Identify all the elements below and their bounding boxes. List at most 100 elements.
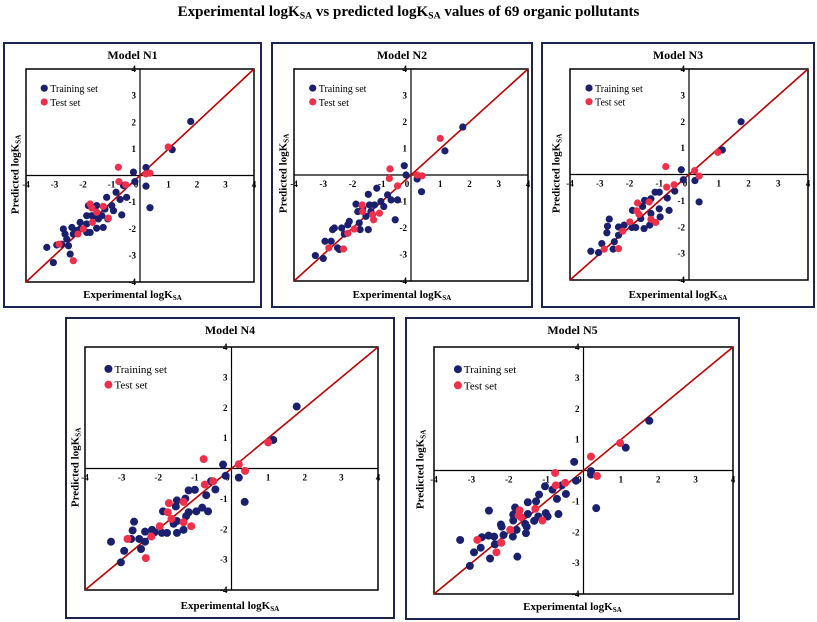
test-point [146, 169, 154, 177]
test-point [561, 478, 570, 487]
y-tick-label: 3 [223, 372, 228, 382]
x-axis-label: Experimental logKSA [5, 289, 260, 302]
training-point [665, 206, 673, 214]
x-tick-label: -1 [108, 180, 116, 190]
training-point [344, 221, 352, 229]
training-point [594, 248, 603, 257]
training-point [219, 460, 228, 469]
training-point [192, 507, 201, 516]
training-point [646, 221, 654, 229]
y-tick-label: 4 [223, 342, 228, 352]
y-tick-label: 1 [681, 143, 686, 153]
x-tick-label: 2 [467, 179, 472, 189]
test-point [393, 182, 402, 190]
training-point [137, 544, 146, 553]
legend-marker-training [104, 364, 113, 373]
x-tick-label: 4 [806, 179, 811, 189]
test-point [187, 522, 196, 531]
y-tick-label: 3 [575, 373, 580, 383]
x-tick-label: -4 [566, 179, 574, 189]
title-text: Experimental logK [177, 4, 300, 20]
test-point [691, 166, 699, 175]
test-point [122, 181, 130, 189]
training-point [63, 235, 71, 243]
y-tick-label: -2 [678, 222, 686, 232]
training-point [123, 193, 131, 201]
y-tick-label: -3 [129, 250, 137, 260]
legend-marker-test [104, 380, 113, 389]
training-point [679, 176, 687, 184]
training-point [476, 543, 485, 552]
training-point [171, 502, 180, 511]
legend-marker-test [309, 98, 317, 106]
training-point [234, 473, 243, 482]
test-point [386, 165, 394, 173]
training-point [187, 117, 195, 126]
training-point [638, 202, 647, 211]
training-point [530, 516, 539, 525]
x-tick-label: 0 [683, 179, 688, 189]
test-point [164, 499, 173, 508]
training-point [655, 205, 663, 213]
x-axis-label: Experimental logKSA [543, 289, 813, 302]
y-tick-label: 1 [403, 144, 408, 154]
training-point [535, 490, 544, 499]
x-axis-label-subscript: SA [718, 294, 728, 302]
x-axis-label-subscript: SA [172, 294, 182, 302]
training-point [202, 491, 211, 500]
test-point [616, 439, 625, 448]
test-point [436, 134, 444, 143]
training-point [572, 476, 581, 485]
x-tick-label: -3 [118, 473, 126, 483]
test-point [375, 209, 384, 217]
x-axis-label-text: Experimental logK [83, 289, 173, 302]
training-point [94, 215, 102, 223]
panel-title: Model N5 [547, 323, 598, 337]
training-point [338, 224, 346, 232]
title-text: vs predicted logK [312, 4, 429, 20]
x-tick-label: -2 [505, 475, 513, 485]
y-tick-label: -3 [572, 558, 580, 568]
legend-label: Test set [319, 98, 349, 109]
y-tick-label: 3 [681, 90, 686, 100]
x-tick-label: -1 [542, 475, 550, 485]
training-point [671, 187, 679, 195]
test-point [55, 240, 63, 248]
training-point [512, 525, 521, 534]
x-axis-label-text: Experimental logK [180, 600, 271, 613]
test-point [619, 227, 627, 235]
x-tick-label: -1 [656, 179, 664, 189]
legend-label: Training set [464, 364, 516, 376]
training-point [609, 245, 617, 253]
y-tick-label: -3 [678, 249, 686, 259]
legend-label: Test set [114, 380, 147, 392]
x-tick-label: -2 [155, 473, 163, 483]
test-point [234, 460, 243, 469]
chart-panel-4: Model N4 Experimental logKSA Predicted l… [65, 317, 395, 619]
y-tick-label: 1 [132, 144, 137, 154]
test-point [339, 245, 348, 253]
test-point [209, 477, 218, 486]
y-tick-label: -2 [129, 224, 137, 234]
y-tick-label: -1 [572, 496, 580, 506]
training-point [402, 171, 410, 179]
x-tick-label: -2 [626, 179, 634, 189]
panel-title: Model N3 [652, 48, 704, 62]
training-point [83, 212, 91, 220]
test-point [99, 202, 107, 210]
test-point [531, 504, 540, 513]
test-point [492, 548, 501, 557]
training-point [66, 250, 74, 258]
training-point [499, 531, 508, 540]
training-point [456, 535, 465, 544]
legend-label: Training set [114, 364, 166, 376]
training-point [393, 196, 402, 204]
test-point [358, 201, 366, 209]
training-point [141, 527, 150, 536]
training-point [490, 540, 499, 549]
test-point [670, 181, 678, 189]
test-point [652, 218, 660, 227]
legend-marker-training [309, 84, 317, 92]
x-axis-label: Experimental logKSA [67, 600, 393, 613]
